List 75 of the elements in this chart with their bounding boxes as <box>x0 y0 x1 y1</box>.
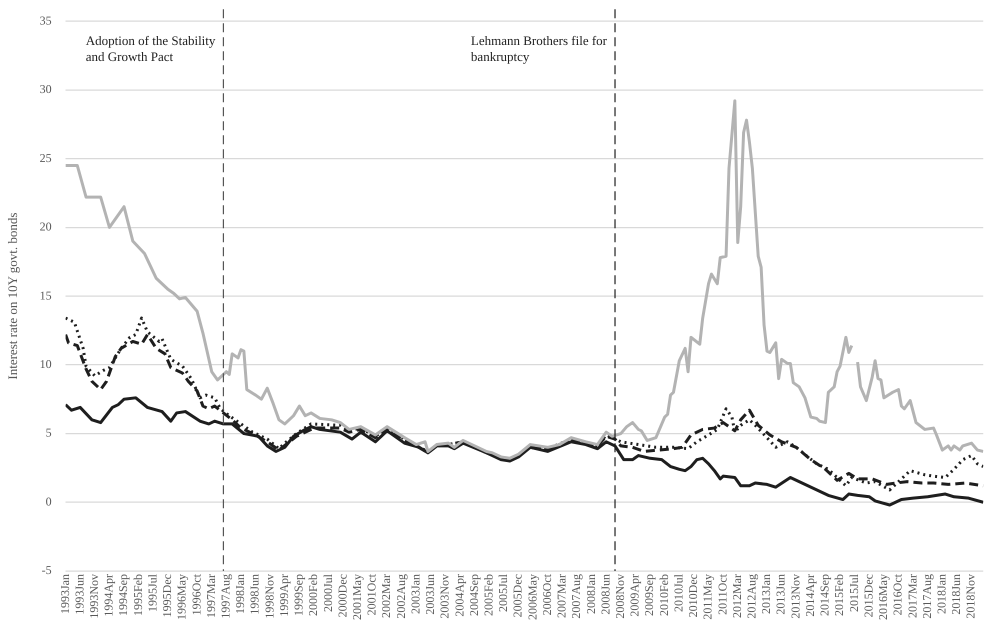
x-tick-label: 1996Oct <box>189 573 204 616</box>
y-tick-label: 5 <box>46 426 52 440</box>
x-tick-label: 2000Jul <box>320 573 335 612</box>
y-tick-label: 0 <box>46 494 52 508</box>
x-tick-label: 1999Sep <box>292 574 306 616</box>
x-tick-label: 1995Dec <box>160 574 174 618</box>
x-tick-label: 2011May <box>700 574 715 620</box>
x-tick-label: 1998Jun <box>248 574 262 615</box>
x-tick-label: 2013Jun <box>774 574 788 615</box>
x-tick-label: 2017Aug <box>920 574 934 619</box>
x-tick-label: 2013Nov <box>788 574 802 619</box>
y-tick-label: 15 <box>40 288 52 302</box>
x-tick-label: 2014Apr <box>802 574 817 617</box>
x-tick-label: 2008Jan <box>584 574 598 614</box>
x-tick-label: 1998Nov <box>262 574 276 619</box>
ref-line-label: Lehmann Brothers file for bankruptcy <box>470 33 608 64</box>
x-tick-label: 2010Feb <box>656 574 671 616</box>
x-tick-label: 1997Mar <box>204 574 218 618</box>
x-tick-label: 2018Jun <box>949 574 964 615</box>
x-tick-label: 2006Oct <box>540 573 554 616</box>
x-tick-label: 1996May <box>174 574 189 620</box>
x-tick-label: 2000Dec <box>335 574 350 618</box>
x-tick-label: 2015Dec <box>861 574 876 618</box>
y-tick-label: 30 <box>40 82 52 96</box>
x-tick-label: 2009Sep <box>642 574 656 616</box>
x-tick-label: 2012Aug <box>744 574 759 619</box>
y-tick-label: 10 <box>40 356 52 371</box>
x-tick-label: 2016Oct <box>890 573 905 616</box>
y-axis-title: Interest rate on 10Y govt. bonds <box>5 212 20 380</box>
x-tick-label: 2013Jan <box>759 574 774 614</box>
x-tick-label: 1993Jun <box>72 574 86 615</box>
x-tick-label: 2002Mar <box>379 574 394 618</box>
x-tick-label: 2002Aug <box>394 574 408 619</box>
x-tick-label: 2003Jan <box>408 574 422 614</box>
x-tick-label: 2004Sep <box>466 574 481 616</box>
y-tick-label: -5 <box>42 563 52 578</box>
x-tick-label: 2003Nov <box>438 574 452 619</box>
x-tick-label: 2015Jul <box>846 573 861 612</box>
x-tick-label: 2011Oct <box>715 573 730 615</box>
x-tick-label: 2004Apr <box>452 574 466 617</box>
x-tick-label: 2018Jan <box>934 574 948 614</box>
x-tick-label: 2008Jun <box>598 574 612 615</box>
y-tick-label: 20 <box>40 220 52 234</box>
x-tick-label: 2014Sep <box>818 574 832 616</box>
x-tick-label: 2001May <box>350 574 364 620</box>
x-tick-label: 2010Dec <box>686 574 700 618</box>
x-tick-label: 2009Apr <box>628 574 642 617</box>
x-tick-label: 1993Nov <box>86 574 101 619</box>
x-tick-label: 2001Oct <box>364 573 379 616</box>
x-tick-label: 1997Aug <box>218 574 232 619</box>
x-tick-label: 2006May <box>525 574 540 620</box>
x-tick-label: 2010Jul <box>671 573 686 612</box>
ref-line-label: Adoption of the Stability and Growth Pact <box>86 33 216 64</box>
x-tick-label: 2012Mar <box>730 574 744 618</box>
x-tick-label: 2008Nov <box>613 574 628 619</box>
x-tick-label: 2005Feb <box>482 574 496 616</box>
x-tick-label: 1994Apr <box>102 574 116 617</box>
x-tick-label: 2015Feb <box>832 574 846 616</box>
x-tick-label: 1998Jan <box>233 574 248 614</box>
x-tick-label: 2016May <box>876 574 890 620</box>
x-tick-label: 2018Nov <box>964 574 978 619</box>
x-tick-label: 1995Feb <box>130 574 145 616</box>
x-tick-label: 1995Jul <box>145 573 160 612</box>
x-tick-label: 2003Jun <box>423 574 438 615</box>
x-tick-label: 2017Mar <box>905 574 920 618</box>
y-tick-label: 35 <box>40 13 52 28</box>
y-tick-label: 25 <box>40 150 52 165</box>
x-tick-label: 1994Sep <box>116 574 130 616</box>
x-tick-label: 2007Aug <box>569 574 584 619</box>
x-tick-label: 2005Dec <box>510 574 525 618</box>
x-tick-label: 2000Feb <box>306 574 320 616</box>
x-tick-label: 1993Jan <box>58 574 72 614</box>
x-tick-label: 2007Mar <box>554 574 569 618</box>
x-tick-label: 2005Jul <box>496 573 510 612</box>
x-tick-label: 1999Apr <box>276 574 291 617</box>
